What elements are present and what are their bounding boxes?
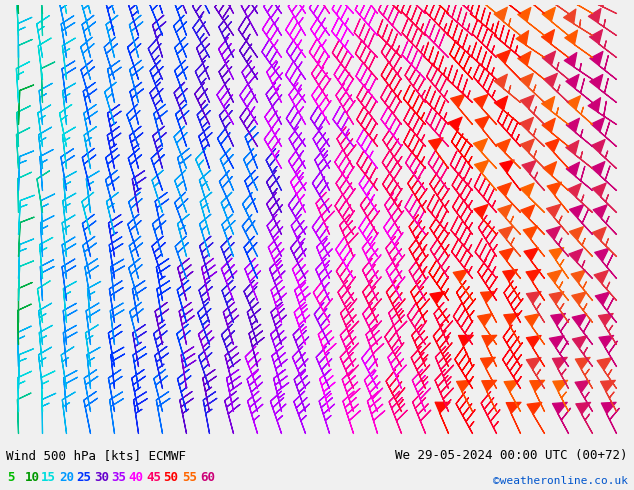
Text: Wind 500 hPa [kts] ECMWF: Wind 500 hPa [kts] ECMWF bbox=[6, 449, 186, 462]
Text: 45: 45 bbox=[146, 471, 162, 484]
Text: 55: 55 bbox=[183, 471, 198, 484]
Text: 40: 40 bbox=[129, 471, 144, 484]
Text: 60: 60 bbox=[200, 471, 216, 484]
Text: 5: 5 bbox=[8, 471, 15, 484]
Text: 50: 50 bbox=[164, 471, 179, 484]
Text: 25: 25 bbox=[76, 471, 91, 484]
Text: 35: 35 bbox=[112, 471, 127, 484]
Text: 30: 30 bbox=[94, 471, 109, 484]
Text: 10: 10 bbox=[25, 471, 41, 484]
Text: We 29-05-2024 00:00 UTC (00+72): We 29-05-2024 00:00 UTC (00+72) bbox=[395, 449, 628, 462]
Text: 15: 15 bbox=[41, 471, 56, 484]
Text: ©weatheronline.co.uk: ©weatheronline.co.uk bbox=[493, 476, 628, 486]
Text: 20: 20 bbox=[59, 471, 74, 484]
